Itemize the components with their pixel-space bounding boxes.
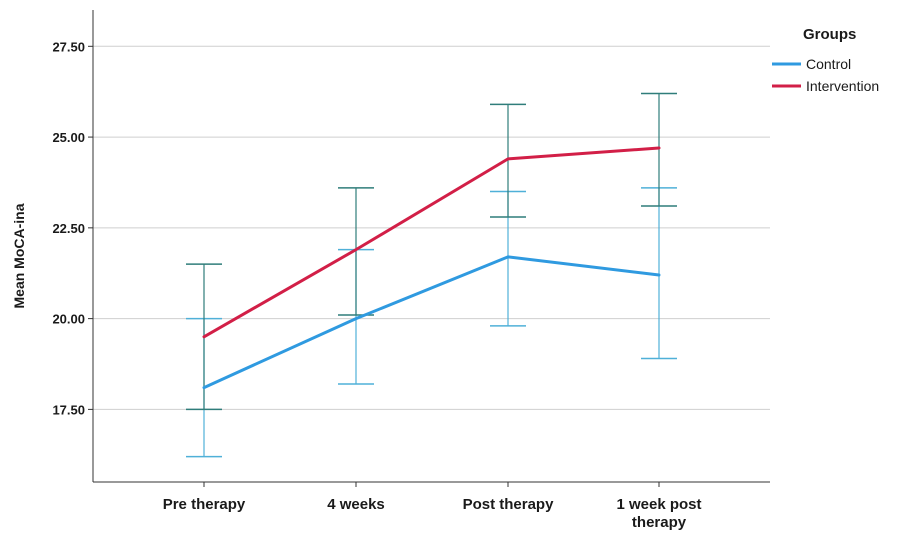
error-bar-layer (186, 92, 677, 458)
x-category-label: 4 weeks (327, 496, 385, 513)
label-layer: 17.50 20.00 22.50 25.00 27.50 Pre therapy 4 we… (11, 39, 702, 531)
y-tick-label: 27.50 (52, 39, 85, 54)
y-tick-label: 20.00 (52, 312, 85, 327)
legend-label-control: Control (806, 56, 851, 72)
grid-layer (93, 45, 770, 410)
x-category-label: 1 week post therapy (616, 496, 701, 531)
y-tick-label: 22.50 (52, 221, 85, 236)
series-layer (202, 146, 661, 390)
x-category-label: Post therapy (463, 496, 555, 513)
x-category-label: Pre therapy (163, 496, 246, 513)
series-line-control (202, 255, 661, 390)
series-line-intervention (202, 146, 661, 339)
y-tick-label: 17.50 (52, 402, 85, 417)
y-axis-title: Mean MoCA-ina (11, 203, 27, 308)
y-tick-label: 25.00 (52, 130, 85, 145)
legend-title: Groups (803, 26, 856, 43)
legend-label-intervention: Intervention (806, 78, 879, 94)
legend: Groups Control Intervention (772, 26, 879, 94)
axis-layer (88, 10, 770, 487)
